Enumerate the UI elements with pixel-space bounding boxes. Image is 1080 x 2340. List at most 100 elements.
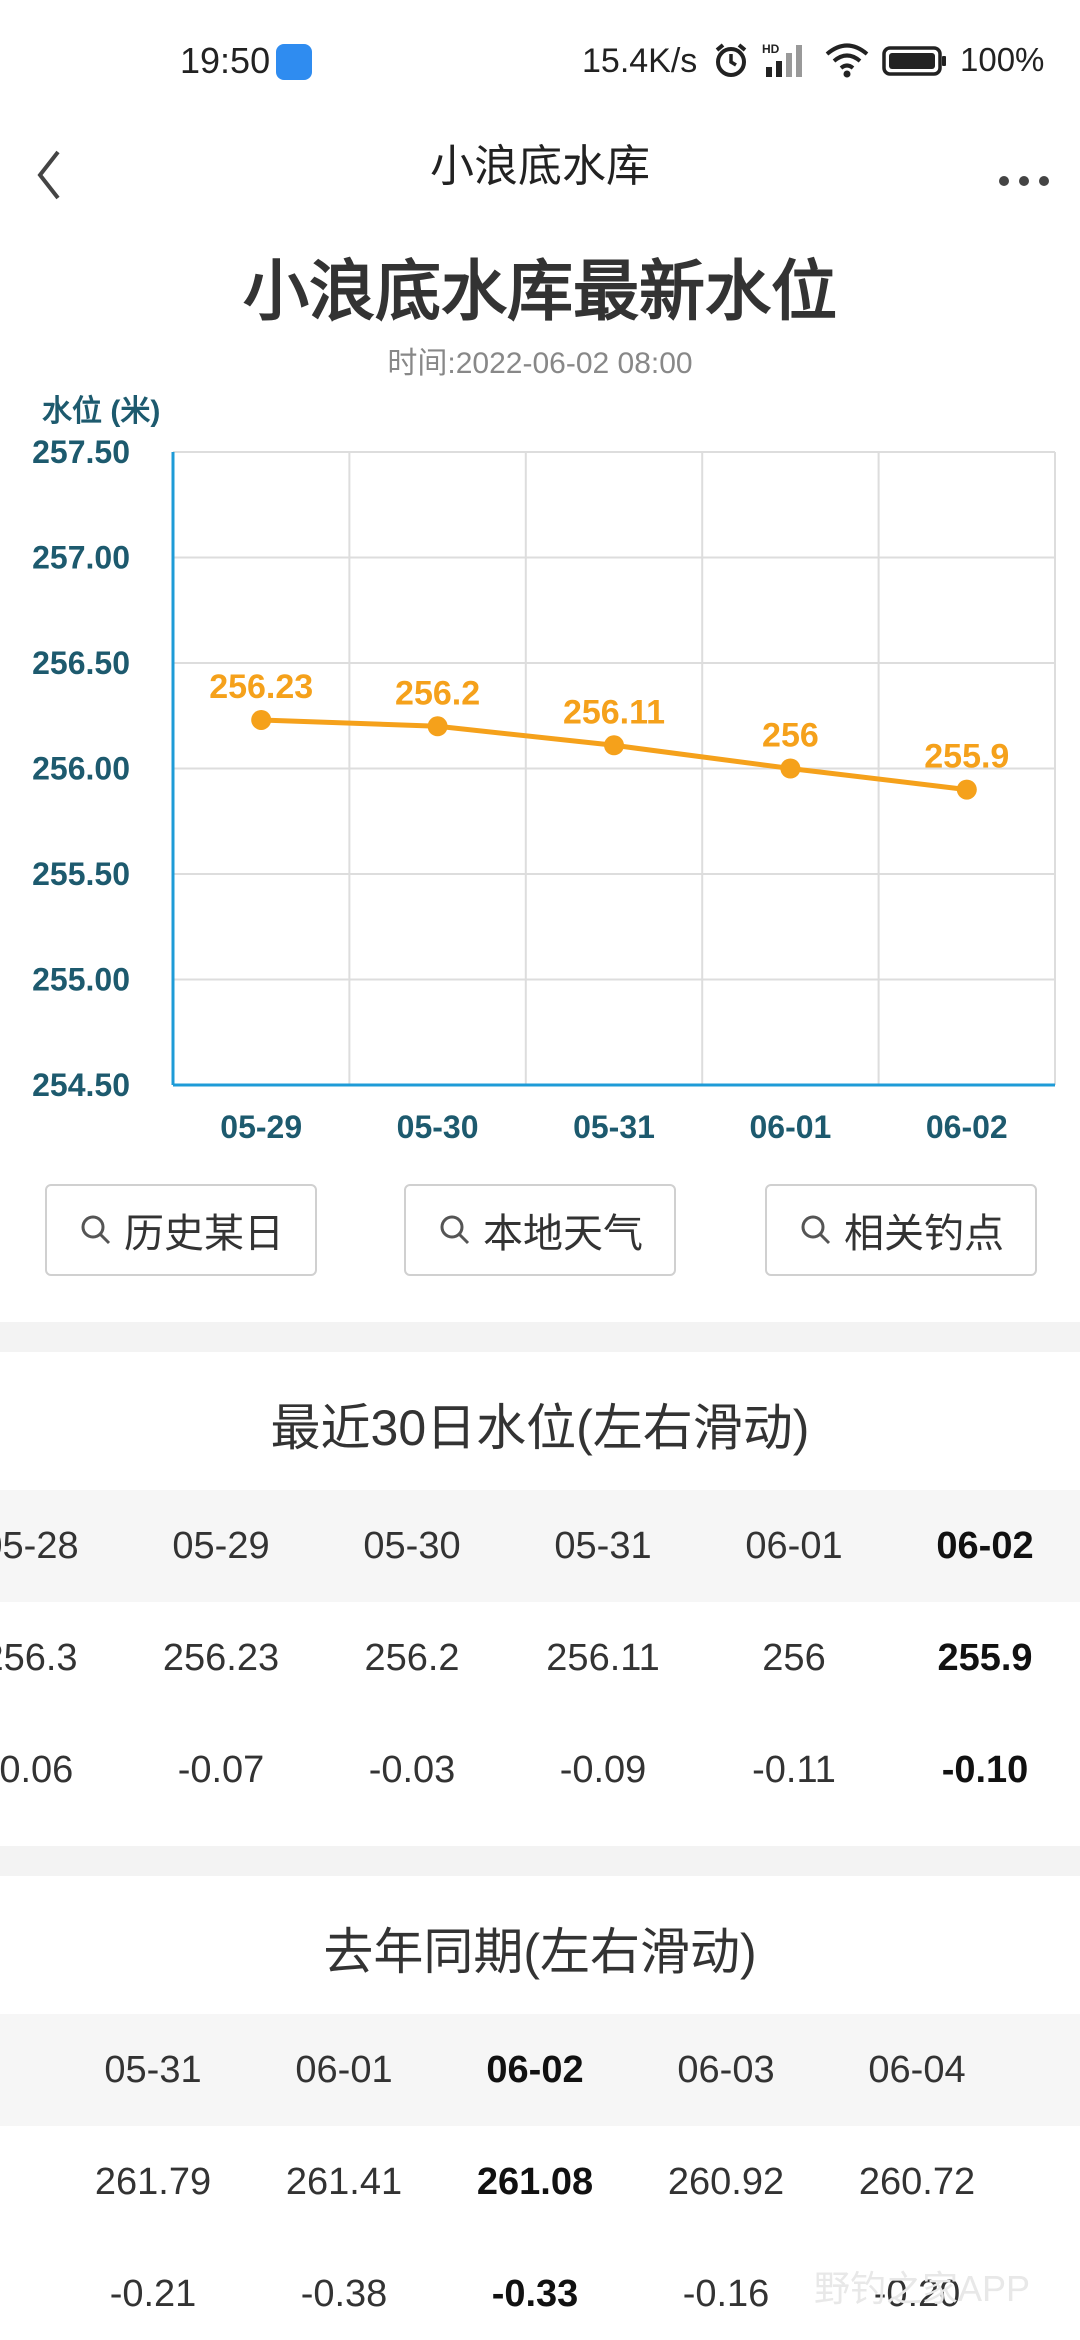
level-row: 256.3 256.23 256.2 256.11 256 255.9 (0, 1602, 1080, 1714)
local-weather-button[interactable]: 本地天气 (404, 1184, 676, 1276)
table-cell: 05-30 (363, 1525, 461, 1567)
x-tick-label: 05-29 (220, 1109, 302, 1145)
table-cell: -0.21 (109, 2273, 197, 2315)
table-cell: 261.08 (476, 2161, 594, 2203)
table-cell: 255.9 (937, 1637, 1033, 1679)
table-cell: -0.10 (941, 1749, 1029, 1791)
table-cell: 256.11 (546, 1637, 660, 1679)
history-day-button[interactable]: 历史某日 (45, 1184, 317, 1276)
data-point (780, 758, 801, 779)
x-tick-label: 05-30 (397, 1109, 479, 1145)
chart-grid (171, 451, 1056, 1087)
x-tick-label: 06-02 (926, 1109, 1008, 1145)
table-cell: -0.06 (0, 1749, 74, 1791)
table-cell: 06-04 (868, 2049, 966, 2091)
app-notification-icon (276, 44, 312, 80)
table-cell: 260.72 (858, 2161, 976, 2203)
y-tick-label: 257.00 (32, 540, 130, 576)
chevron-left-icon[interactable] (20, 140, 90, 210)
search-icon (440, 1215, 470, 1245)
table-cell: 3 (0, 2238, 60, 2340)
table-cell: 06-02 (936, 1525, 1034, 1567)
y-tick-label: 255.50 (32, 856, 130, 892)
more-dots-icon[interactable] (994, 145, 1054, 205)
svg-text:HD: HD (762, 42, 780, 56)
data-label: 256.11 (563, 693, 665, 731)
table-cell: 261.79 (94, 2161, 212, 2203)
battery-percent: 100% (960, 41, 1045, 78)
page-headline: 小浪底水库最新水位 (243, 254, 837, 328)
data-label: 256.23 (209, 668, 313, 706)
data-point (956, 779, 977, 800)
wifi-icon (825, 43, 869, 78)
y-tick-label: 254.50 (32, 1067, 130, 1103)
table-cell (0, 2126, 60, 2238)
data-point (251, 709, 272, 730)
search-icon (801, 1215, 831, 1245)
table-cell: 05-29 (172, 1525, 270, 1567)
y-tick-label: 256.00 (32, 751, 130, 787)
table-cell: -0.07 (177, 1749, 265, 1791)
x-tick-label: 06-01 (749, 1109, 831, 1145)
table-cell: 05-28 (0, 1525, 79, 1567)
recent-section-title: 最近30日水位(左右滑动) (270, 1400, 810, 1456)
table-cell: 256.2 (364, 1637, 460, 1679)
water-level-chart: 水位 (米) 257.50 257.00 256.50 256.00 255.50 255… (32, 394, 1056, 1145)
alarm-icon (715, 43, 747, 77)
y-tick-label: 255.00 (32, 962, 130, 998)
data-point (427, 716, 448, 737)
related-spots-button[interactable]: 相关钓点 (765, 1184, 1037, 1276)
status-bar: 19:50 15.4K/s HD 100% (0, 0, 1080, 120)
table-cell: -0.03 (368, 1749, 456, 1791)
table-cell: -0.11 (752, 1749, 836, 1791)
y-tick-label: 256.50 (32, 645, 130, 681)
table-cell: -0.09 (559, 1749, 647, 1791)
network-speed: 15.4K/s (582, 42, 698, 80)
section-divider (0, 1322, 1080, 1352)
table-cell: 06-01 (295, 2049, 393, 2091)
action-buttons: 历史某日 本地天气 相关钓点 (0, 1184, 1080, 1276)
local-weather-label: 本地天气 (483, 1212, 643, 1256)
table-cell: -0.16 (682, 2273, 770, 2315)
table-cell: 06-02 (486, 2049, 584, 2091)
nav-title: 小浪底水库 (430, 142, 650, 191)
last-year-section-title: 去年同期(左右滑动) (323, 1924, 757, 1980)
app-watermark: 野钓之家APP (813, 2268, 1030, 2309)
level-row: 261.79 261.41 261.08 260.92 260.72 2 (0, 2126, 1080, 2238)
search-icon (81, 1215, 111, 1245)
data-label: 256.2 (395, 674, 480, 712)
table-cell: 0 (0, 2014, 60, 2126)
data-label: 255.9 (924, 738, 1009, 776)
table-cell: 256.3 (0, 1637, 78, 1679)
hd-signal-icon: HD (762, 42, 802, 77)
update-timestamp: 时间:2022-06-02 08:00 (387, 347, 693, 380)
table-cell: 256 (762, 1637, 826, 1679)
history-day-label: 历史某日 (124, 1212, 284, 1256)
battery-icon (882, 46, 946, 76)
chart-ylabel: 水位 (米) (42, 394, 160, 428)
table-cell: 260.92 (667, 2161, 785, 2203)
related-spots-label: 相关钓点 (844, 1212, 1004, 1256)
table-cell: 05-31 (554, 1525, 652, 1567)
table-cell: 0 (1013, 2014, 1080, 2126)
change-row: 3-0.21-0.38-0.33-0.16-0.20- (0, 2238, 1080, 2340)
table-cell: -0.38 (300, 2273, 388, 2315)
table-cell: 256.23 (162, 1637, 280, 1679)
section-divider (0, 1846, 1080, 1876)
chart-ticks: 257.50 257.00 256.50 256.00 255.50 255.00 254.… (32, 434, 1008, 1145)
data-label: 256 (762, 717, 819, 755)
table-cell: 261.41 (285, 2161, 403, 2203)
table-cell: -0.33 (491, 2273, 579, 2315)
change-row: -0.06 -0.07 -0.03 -0.09 -0.11 -0.10 (0, 1714, 1080, 1826)
data-point (604, 735, 624, 756)
status-time: 19:50 (180, 40, 271, 81)
table-cell: 2 (1013, 2126, 1080, 2238)
status-icons: HD 100% (712, 38, 1044, 82)
chart-series: 256.23 256.2 256.11 256 255.9 (209, 668, 1009, 800)
nav-bar: 小浪底水库 (0, 120, 1080, 270)
table-cell: 05-31 (104, 2049, 202, 2091)
y-tick-label: 257.50 (32, 434, 130, 470)
table-cell: 06-01 (745, 1525, 843, 1567)
table-cell: -0.20 (873, 2273, 961, 2315)
date-row: 0 05-31 06-01 06-02 06-03 06-04 0 (0, 2014, 1080, 2126)
